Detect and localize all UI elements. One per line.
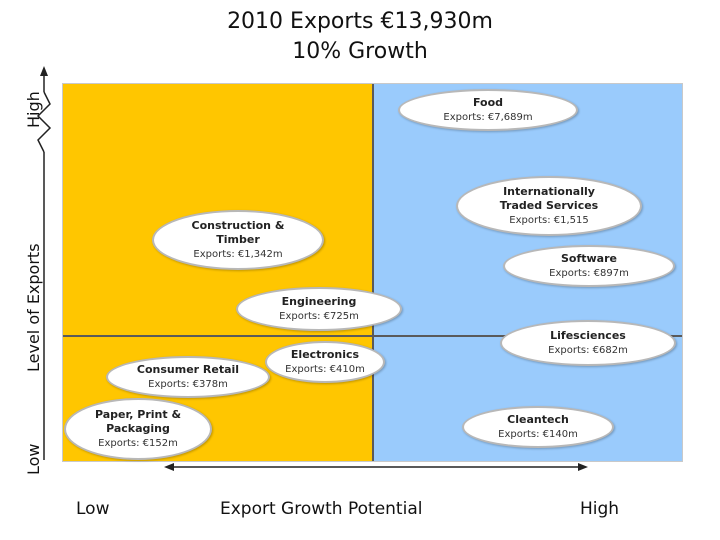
low-growth-quadrant [63, 84, 373, 461]
x-axis-high-label: High [580, 499, 620, 519]
sector-name: Timber [216, 232, 260, 246]
sector-bubble-lifesciences: Lifesciences Exports: €682m [500, 320, 676, 366]
sector-bubble-paper-print-packaging: Paper, Print & Packaging Exports: €152m [64, 398, 212, 460]
sector-exports: Exports: €140m [498, 428, 578, 440]
sector-name: Internationally [503, 184, 595, 198]
sector-bubble-electronics: Electronics Exports: €410m [265, 341, 385, 383]
sector-exports: Exports: €410m [285, 363, 365, 375]
sector-bubble-software: Software Exports: €897m [503, 245, 675, 287]
sector-exports: Exports: €725m [279, 310, 359, 322]
vertical-divider [372, 84, 374, 461]
sector-name: Engineering [281, 294, 357, 308]
sector-name: Food [472, 95, 504, 109]
sector-exports: Exports: €897m [549, 267, 629, 279]
sector-name: Consumer Retail [136, 362, 240, 376]
x-axis-arrow [164, 463, 588, 471]
sector-exports: Exports: €7,689m [443, 111, 533, 123]
sector-bubble-cleantech: Cleantech Exports: €140m [462, 406, 614, 448]
sector-exports: Exports: €1,342m [193, 248, 283, 260]
horizontal-divider [63, 335, 682, 337]
x-axis-low-label: Low [76, 499, 110, 519]
sector-exports: Exports: €682m [548, 344, 628, 356]
sector-name: Packaging [106, 421, 170, 435]
sector-name: Electronics [290, 347, 360, 361]
sector-bubble-internationally-traded-services: Internationally Traded Services Exports:… [456, 176, 642, 236]
sector-name: Lifesciences [550, 328, 626, 342]
sector-bubble-consumer-retail: Consumer Retail Exports: €378m [106, 356, 270, 398]
sector-name: Paper, Print & [94, 407, 182, 421]
sector-exports: Exports: €378m [148, 378, 228, 390]
sector-exports: Exports: €152m [98, 437, 178, 449]
sector-name: Cleantech [507, 412, 569, 426]
sector-bubble-construction-timber: Construction & Timber Exports: €1,342m [152, 210, 324, 270]
chart-title-line-1: 2010 Exports €13,930m [227, 9, 493, 34]
sector-name: Software [561, 251, 617, 265]
chart-title-line-2: 10% Growth [292, 39, 428, 64]
sector-bubble-engineering: Engineering Exports: €725m [236, 287, 402, 331]
sector-exports: Exports: €1,515 [509, 214, 589, 226]
x-axis-label: Export Growth Potential [220, 499, 423, 519]
sector-name: Construction & [191, 218, 285, 232]
y-axis-arrow [36, 66, 52, 460]
sector-name: Traded Services [499, 198, 599, 212]
sector-bubble-food: Food Exports: €7,689m [398, 89, 578, 131]
